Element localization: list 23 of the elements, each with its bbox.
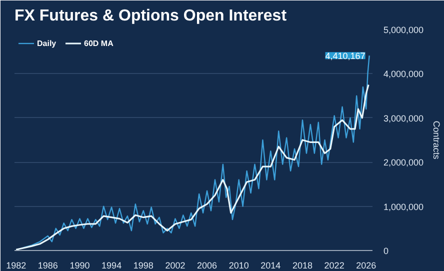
y-tick-label: 5,000,000 [384,25,424,35]
y-tick-label: 2,000,000 [384,158,424,168]
x-tick-label: 2018 [292,260,313,270]
x-tick-label: 1990 [70,260,90,270]
legend-label: 60D MA [84,38,114,48]
x-tick-label: 2022 [324,260,344,270]
y-tick-label: 1,000,000 [384,202,424,212]
y-tick-label: 3,000,000 [384,113,424,124]
x-tick-label: 2002 [165,260,186,270]
y-tick-label: 4,000,000 [384,69,424,80]
y-axis-title: Contracts [432,120,442,160]
chart-title: FX Futures & Options Open Interest [14,8,288,24]
data-label: 4,410,167 [325,51,366,62]
x-tick-label: 1982 [6,260,26,270]
x-tick-label: 1986 [38,260,58,270]
x-tick-label: 2026 [356,260,376,270]
x-tick-label: 2010 [228,260,249,270]
x-tick-label: 1994 [102,260,122,270]
x-tick-label: 2014 [260,260,281,270]
x-tick-label: 2006 [197,260,218,270]
x-tick-label: 1998 [133,260,154,270]
y-tick-label: 0 [384,246,389,256]
legend-label: Daily [37,38,57,48]
